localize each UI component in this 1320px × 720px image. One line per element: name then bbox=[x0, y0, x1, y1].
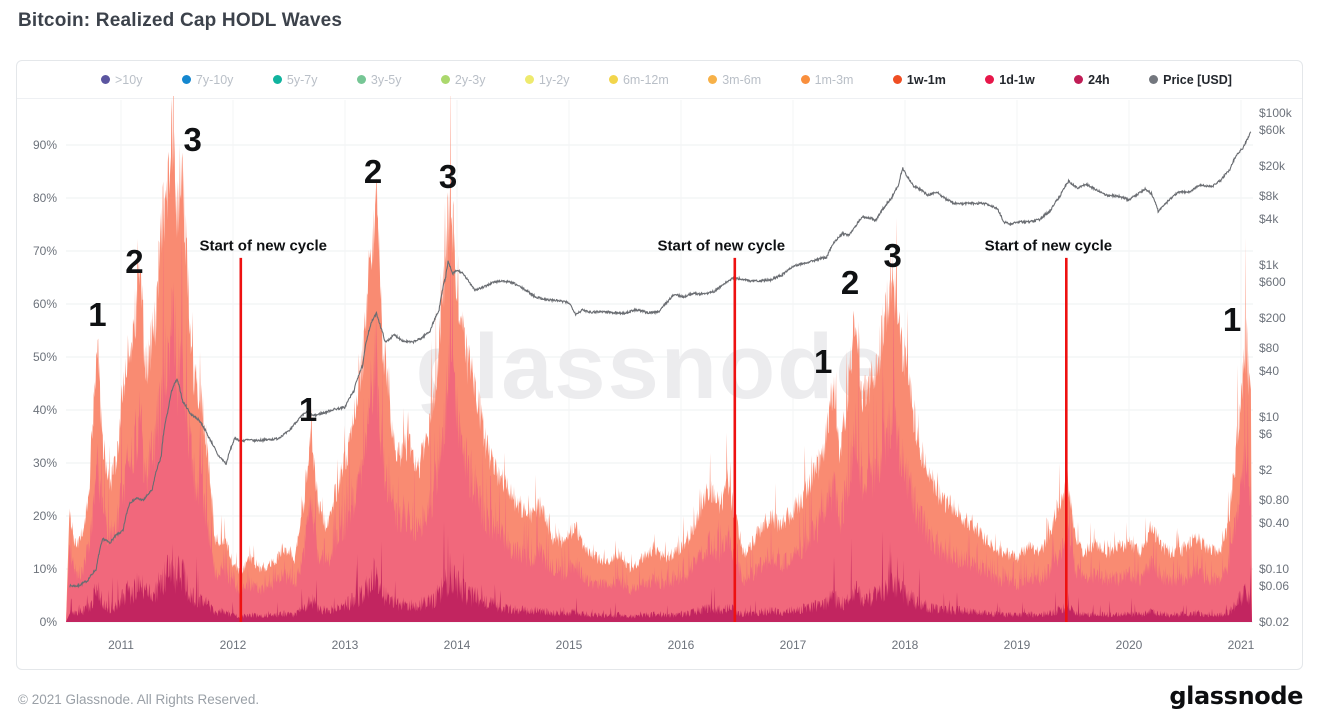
legend-dot-icon bbox=[440, 75, 450, 84]
y-left-tick-label: 50% bbox=[32, 350, 57, 364]
x-axis-tick-label: 2019 bbox=[1003, 638, 1031, 652]
y-left-tick-label: 30% bbox=[32, 456, 57, 470]
legend-label: 5y-7y bbox=[286, 72, 318, 87]
y-right-tick-label: $40 bbox=[1259, 364, 1280, 379]
legend-item-3m-6m[interactable]: 3m-6m bbox=[708, 73, 761, 87]
legend-dot-icon bbox=[608, 75, 618, 84]
y-right-tick-label: $0.02 bbox=[1259, 615, 1290, 630]
peak-number-label: 2 bbox=[840, 263, 860, 301]
legend-label: 3m-6m bbox=[722, 72, 762, 87]
y-left-tick-label: 20% bbox=[32, 509, 57, 523]
x-axis-tick-label: 2017 bbox=[779, 638, 807, 652]
x-axis-tick-label: 2014 bbox=[443, 638, 471, 652]
y-left-tick-label: 90% bbox=[32, 138, 57, 152]
cycle-start-label: Start of new cycle bbox=[657, 237, 786, 255]
x-axis-tick-label: 2011 bbox=[108, 638, 134, 652]
legend-item-1m-3m[interactable]: 1m-3m bbox=[800, 72, 854, 87]
page-title: Bitcoin: Realized Cap HODL Waves bbox=[18, 10, 343, 31]
y-right-tick-label: $20k bbox=[1259, 159, 1286, 174]
legend-dot-icon bbox=[892, 75, 902, 84]
y-right-tick-label: $80 bbox=[1259, 341, 1280, 356]
chart-card: >10y 7y-10y 5y-7y 3y-5y 2y-3y 1y-2y 6m-12m 3m-6… bbox=[16, 60, 1303, 670]
y-right-tick-label: $600 bbox=[1259, 274, 1286, 289]
y-right-tick-label: $0.80 bbox=[1259, 493, 1290, 508]
peak-number-label: 1 bbox=[298, 391, 318, 428]
legend-item->10y[interactable]: >10y bbox=[101, 73, 142, 87]
legend-label: 1m-3m bbox=[814, 72, 854, 87]
peak-number-label: 1 bbox=[88, 295, 107, 333]
x-axis-tick-label: 2013 bbox=[331, 638, 359, 652]
y-right-tick-label: $10 bbox=[1259, 410, 1280, 424]
y-left-tick-label: 0% bbox=[39, 615, 57, 629]
x-axis-tick-label: 2015 bbox=[555, 638, 583, 652]
peak-number-label: 2 bbox=[363, 152, 383, 190]
y-right-tick-label: $0.10 bbox=[1259, 562, 1290, 576]
x-axis-tick-label: 2016 bbox=[667, 638, 695, 652]
legend-label: 2y-3y bbox=[454, 72, 486, 87]
y-right-tick-label: $0.40 bbox=[1259, 516, 1290, 531]
legend-item-6m-12m[interactable]: 6m-12m bbox=[608, 72, 669, 87]
peak-number-label: 1 bbox=[814, 343, 833, 381]
x-axis-tick-label: 2012 bbox=[219, 638, 247, 652]
legend-label: 7y-10y bbox=[195, 72, 234, 87]
legend-dot-icon bbox=[272, 75, 282, 84]
peak-number-label: 3 bbox=[438, 157, 458, 195]
legend-label: 3y-5y bbox=[370, 72, 402, 87]
peak-number-label: 2 bbox=[125, 242, 144, 280]
y-right-tick-label: $1k bbox=[1259, 258, 1279, 272]
legend-dot-icon bbox=[985, 75, 995, 84]
y-right-tick-label: $6 bbox=[1259, 426, 1273, 441]
legend-dot-icon bbox=[356, 75, 366, 84]
glassnode-logo: glassnode bbox=[1169, 682, 1303, 710]
legend-label: 1d-1w bbox=[999, 72, 1035, 87]
legend-dot-icon bbox=[1074, 75, 1084, 84]
peak-number-label: 3 bbox=[883, 237, 902, 275]
y-right-tick-label: $2 bbox=[1259, 463, 1273, 478]
legend: >10y 7y-10y 5y-7y 3y-5y 2y-3y 1y-2y 6m-12m 3m-6… bbox=[17, 61, 1302, 99]
legend-item-Price [USD][interactable]: Price [USD] bbox=[1149, 73, 1232, 87]
legend-label: >10y bbox=[115, 72, 143, 87]
legend-item-3y-5y[interactable]: 3y-5y bbox=[356, 72, 402, 87]
legend-item-24h[interactable]: 24h bbox=[1074, 73, 1110, 87]
legend-item-2y-3y[interactable]: 2y-3y bbox=[440, 72, 486, 87]
y-right-tick-label: $100k bbox=[1259, 106, 1292, 120]
x-axis-tick-label: 2020 bbox=[1115, 638, 1143, 652]
legend-label: 6m-12m bbox=[622, 72, 669, 87]
legend-dot-icon bbox=[181, 75, 191, 84]
legend-dot-icon bbox=[101, 75, 110, 84]
y-right-tick-label: $4k bbox=[1259, 212, 1279, 227]
cycle-start-label: Start of new cycle bbox=[199, 237, 328, 255]
legend-dot-icon bbox=[524, 75, 534, 84]
legend-label: 24h bbox=[1088, 72, 1110, 87]
x-axis-tick-label: 2021 bbox=[1227, 638, 1255, 652]
copyright-text: © 2021 Glassnode. All Rights Reserved. bbox=[18, 692, 260, 707]
peak-number-label: 1 bbox=[1222, 300, 1242, 338]
legend-dot-icon bbox=[800, 75, 810, 84]
legend-item-1d-1w[interactable]: 1d-1w bbox=[985, 72, 1035, 87]
x-axis-tick-label: 2018 bbox=[891, 638, 919, 652]
y-left-tick-label: 60% bbox=[32, 297, 57, 311]
y-left-tick-label: 70% bbox=[32, 244, 57, 258]
y-right-tick-label: $60k bbox=[1259, 122, 1286, 137]
peak-number-label: 3 bbox=[183, 120, 202, 158]
legend-item-1w-1m[interactable]: 1w-1m bbox=[892, 72, 946, 87]
legend-item-1y-2y[interactable]: 1y-2y bbox=[524, 72, 570, 87]
legend-dot-icon bbox=[708, 75, 718, 84]
legend-item-7y-10y[interactable]: 7y-10y bbox=[181, 72, 234, 87]
legend-label: 1w-1m bbox=[906, 72, 946, 87]
y-left-tick-label: 10% bbox=[32, 562, 57, 576]
legend-dot-icon bbox=[1149, 75, 1159, 84]
y-left-tick-label: 40% bbox=[32, 403, 57, 417]
legend-label: Price [USD] bbox=[1163, 72, 1232, 87]
legend-label: 1y-2y bbox=[538, 72, 570, 87]
y-right-tick-label: $0.06 bbox=[1259, 578, 1290, 593]
y-right-tick-label: $200 bbox=[1259, 311, 1286, 326]
legend-item-5y-7y[interactable]: 5y-7y bbox=[272, 72, 318, 87]
y-right-tick-label: $8k bbox=[1259, 189, 1279, 204]
cycle-start-label: Start of new cycle bbox=[984, 237, 1113, 255]
y-left-tick-label: 80% bbox=[32, 191, 57, 205]
